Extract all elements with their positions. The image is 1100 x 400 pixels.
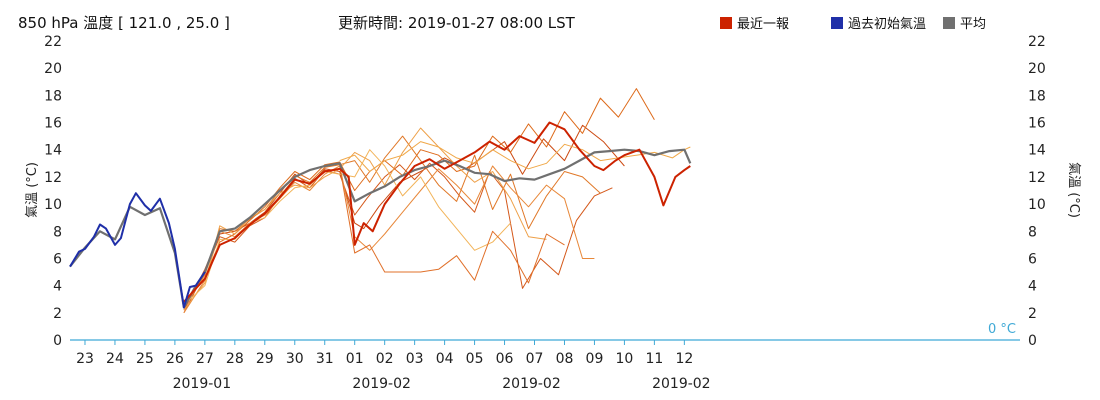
x-tick-label: 08: [556, 351, 574, 367]
legend-swatch-mean: [943, 17, 955, 29]
series-lines: [69, 88, 692, 314]
x-tick-label: 23: [76, 351, 94, 367]
mean-line: [69, 148, 692, 309]
legend-label-past-initial: 過去初始氣溫: [848, 17, 926, 32]
latest-forecast-line: [183, 121, 691, 303]
y-tick-label-right: 10: [1028, 197, 1046, 213]
ensemble-member-line: [183, 127, 547, 311]
y-axis-label-right: 氣溫 (°C): [1066, 162, 1081, 218]
past-initial-line: [69, 192, 206, 309]
y-tick-label-left: 14: [44, 143, 62, 159]
y-tick-label-left: 20: [44, 61, 62, 77]
month-labels: 2019-01 2019-02 2019-02 2019-02: [173, 376, 711, 392]
y-tick-label-left: 0: [53, 333, 62, 349]
y-axis-label-left: 氣溫 (°C): [25, 162, 40, 218]
y-tick-label-left: 8: [53, 224, 62, 240]
ensemble-member-line: [183, 135, 601, 308]
x-tick-label: 24: [106, 351, 124, 367]
legend-label-latest: 最近一報: [737, 17, 789, 32]
x-tick-label: 27: [196, 351, 214, 367]
x-tick-label: 05: [466, 351, 484, 367]
x-tick-label: 28: [226, 351, 244, 367]
y-tick-label-left: 16: [44, 116, 62, 132]
x-tick-label: 29: [256, 351, 274, 367]
x-tick-label: 12: [675, 351, 693, 367]
y-tick-label-left: 10: [44, 197, 62, 213]
update-time: 更新時間: 2019-01-27 08:00 LST: [338, 14, 576, 32]
x-tick-label: 30: [286, 351, 304, 367]
chart-title: 850 hPa 溫度 [ 121.0 , 25.0 ]: [18, 14, 230, 32]
x-tick-label: 26: [166, 351, 184, 367]
month-label: 2019-02: [652, 376, 711, 392]
legend-label-mean: 平均: [960, 17, 986, 32]
x-tick-label: 09: [586, 351, 604, 367]
x-tick-label: 25: [136, 351, 154, 367]
y-ticks-left: 0 2 4 6 8 10 12 14 16 18 20 22: [44, 34, 62, 349]
x-tick-label: 10: [616, 351, 634, 367]
y-tick-label-left: 18: [44, 88, 62, 104]
x-tick-label: 11: [645, 351, 663, 367]
legend-swatch-past-initial: [831, 17, 843, 29]
x-tick-label: 04: [436, 351, 454, 367]
y-tick-label-left: 12: [44, 170, 62, 186]
zero-label: 0 °C: [988, 322, 1016, 337]
y-tick-label-right: 0: [1028, 333, 1037, 349]
x-tick-label: 02: [376, 351, 394, 367]
month-label: 2019-01: [173, 376, 232, 392]
y-ticks-right: 0 2 4 6 8 10 12 14 16 18 20 22: [1028, 34, 1046, 349]
y-tick-label-right: 6: [1028, 251, 1037, 267]
y-tick-label-right: 12: [1028, 170, 1046, 186]
y-tick-label-right: 16: [1028, 116, 1046, 132]
x-tick-label: 06: [496, 351, 514, 367]
y-tick-label-left: 2: [53, 306, 62, 322]
month-label: 2019-02: [502, 376, 561, 392]
y-tick-label-left: 22: [44, 34, 62, 50]
y-tick-label-right: 8: [1028, 224, 1037, 240]
y-tick-label-left: 4: [53, 279, 62, 295]
legend-swatch-latest: [720, 17, 732, 29]
y-tick-label-right: 22: [1028, 34, 1046, 50]
x-tick-label: 07: [526, 351, 544, 367]
ensemble-member-line: [339, 165, 565, 284]
x-ticks: 23 24 25 26 27 28 29 30 31 01 02 03 04 05 06 07 08 09 10 11…: [76, 340, 693, 367]
ensemble-member-line: [183, 165, 595, 314]
x-tick-label: 31: [316, 351, 334, 367]
month-label: 2019-02: [352, 376, 411, 392]
y-tick-label-right: 4: [1028, 279, 1037, 295]
y-tick-label-right: 14: [1028, 143, 1046, 159]
legend: 最近一報 過去初始氣溫 平均: [720, 17, 986, 32]
y-tick-label-left: 6: [53, 251, 62, 267]
x-tick-label: 01: [346, 351, 364, 367]
y-tick-label-right: 20: [1028, 61, 1046, 77]
ensemble-member-line: [183, 149, 511, 306]
x-tick-label: 03: [406, 351, 424, 367]
y-tick-label-right: 18: [1028, 88, 1046, 104]
y-tick-label-right: 2: [1028, 306, 1037, 322]
